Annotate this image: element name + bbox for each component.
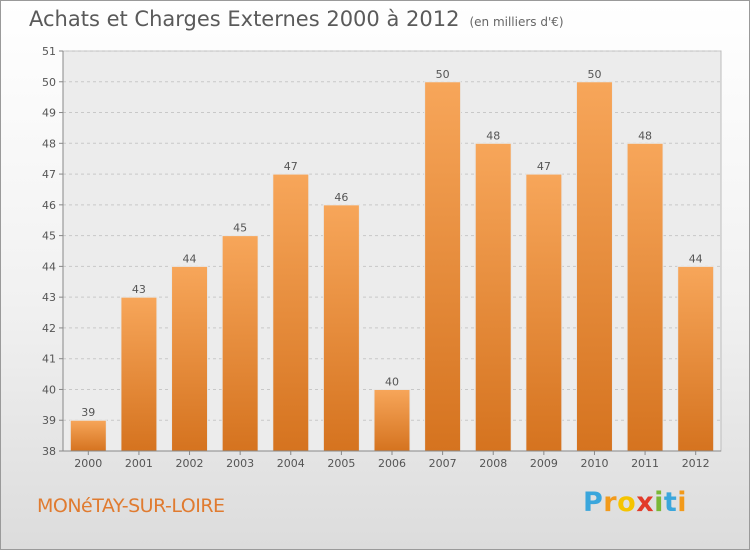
- bar-value-label: 50: [436, 68, 450, 81]
- y-tick-label: 48: [42, 137, 56, 150]
- bar-value-label: 47: [284, 160, 298, 173]
- bar: [626, 142, 664, 452]
- bar: [69, 419, 107, 452]
- y-tick-label: 45: [42, 230, 56, 243]
- y-tick-label: 40: [42, 383, 56, 396]
- bar-value-label: 50: [587, 68, 601, 81]
- x-tick-label: 2009: [530, 457, 558, 470]
- bar: [322, 204, 360, 452]
- logo-letter: x: [636, 487, 655, 518]
- x-tick-label: 2002: [176, 457, 204, 470]
- logo-letter: r: [603, 487, 618, 518]
- logo-letter: i: [654, 487, 664, 518]
- bar: [677, 265, 715, 452]
- x-tick-label: 2011: [631, 457, 659, 470]
- bar: [525, 173, 563, 452]
- x-tick-label: 2000: [74, 457, 102, 470]
- x-tick-label: 2010: [580, 457, 608, 470]
- x-tick-label: 2012: [682, 457, 710, 470]
- bar-value-label: 43: [132, 283, 146, 296]
- x-tick-label: 2004: [277, 457, 305, 470]
- y-tick-label: 50: [42, 76, 56, 89]
- y-tick-label: 51: [42, 45, 56, 58]
- y-tick-label: 46: [42, 199, 56, 212]
- bar-value-label: 47: [537, 160, 551, 173]
- bar-value-label: 40: [385, 375, 399, 388]
- x-tick-label: 2003: [226, 457, 254, 470]
- chart-title-unit: (en milliers d'€): [469, 15, 564, 29]
- bar-value-label: 44: [689, 252, 703, 265]
- y-tick-label: 47: [42, 168, 56, 181]
- bar: [373, 388, 411, 452]
- y-tick-label: 43: [42, 291, 56, 304]
- y-tick-label: 44: [42, 260, 56, 273]
- bar-value-label: 45: [233, 222, 247, 235]
- bar-value-label: 46: [334, 191, 348, 204]
- bar-value-label: 48: [486, 129, 500, 142]
- x-tick-label: 2008: [479, 457, 507, 470]
- bar: [424, 81, 462, 452]
- bar-value-label: 48: [638, 129, 652, 142]
- bar: [221, 235, 259, 452]
- commune-name: MONéTAY-SUR-LOIRE: [37, 495, 225, 517]
- logo-letter: o: [617, 487, 637, 518]
- chart-title-text: Achats et Charges Externes 2000 à 2012: [29, 7, 460, 31]
- bar: [575, 81, 613, 452]
- bar: [272, 173, 310, 452]
- proxiti-logo: Proxiti: [583, 487, 687, 518]
- logo-letter: i: [677, 487, 688, 518]
- bar: [120, 296, 158, 452]
- bar: [171, 265, 209, 452]
- y-tick-label: 41: [42, 353, 56, 366]
- y-tick-label: 39: [42, 414, 56, 427]
- x-tick-label: 2005: [327, 457, 355, 470]
- y-tick-label: 49: [42, 107, 56, 120]
- y-tick-label: 42: [42, 322, 56, 335]
- x-tick-label: 2001: [125, 457, 153, 470]
- chart-title: Achats et Charges Externes 2000 à 2012 (e…: [29, 7, 564, 31]
- bar: [474, 142, 512, 452]
- logo-letter: t: [663, 487, 678, 518]
- bar-value-label: 44: [183, 252, 197, 265]
- logo-letter: P: [583, 487, 604, 518]
- y-tick-label: 38: [42, 445, 56, 458]
- x-tick-label: 2006: [378, 457, 406, 470]
- x-tick-label: 2007: [429, 457, 457, 470]
- bar-value-label: 39: [81, 406, 95, 419]
